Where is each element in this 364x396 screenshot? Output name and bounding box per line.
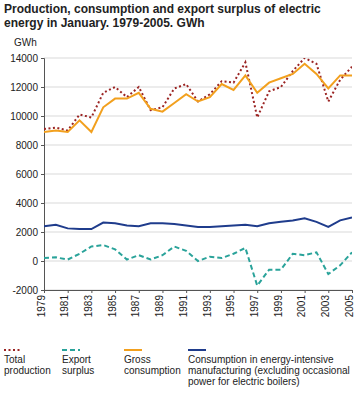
tick xyxy=(305,290,306,293)
axis-line xyxy=(45,291,353,294)
legend-label: Exportsurplus xyxy=(62,354,94,376)
tick-label: 2000 xyxy=(16,227,39,238)
text-line: energy in January. 1979-2005. GWh xyxy=(4,16,205,30)
legend-label: Consumption in energy-intensivemanufactu… xyxy=(188,354,350,387)
tick-label: 2003 xyxy=(320,295,331,318)
tick xyxy=(162,290,163,293)
series-line xyxy=(44,218,352,230)
grid-line xyxy=(44,232,352,233)
tick-label: 1985 xyxy=(107,295,118,318)
tick-label: 1991 xyxy=(178,295,189,318)
legend-swatch xyxy=(124,349,142,351)
tick xyxy=(234,290,235,293)
tick xyxy=(41,232,44,233)
legend-item: Exportsurplus xyxy=(62,350,94,376)
text-line: Total xyxy=(4,354,25,365)
text-line: surplus xyxy=(62,365,94,376)
grid-line xyxy=(44,58,352,59)
legend-label: Totalproduction xyxy=(4,354,51,376)
tick xyxy=(91,290,92,293)
tick-label: 1987 xyxy=(130,295,141,318)
grid xyxy=(44,58,352,290)
tick xyxy=(68,290,69,293)
tick xyxy=(41,116,44,117)
tick xyxy=(210,290,211,293)
text-line: Consumption in energy-intensive xyxy=(188,354,334,365)
tick xyxy=(115,290,116,293)
axis-line xyxy=(41,59,45,291)
tick-label: -2000 xyxy=(12,285,38,296)
tick xyxy=(41,174,44,175)
legend-item: Totalproduction xyxy=(4,350,51,376)
series-lines xyxy=(44,58,352,286)
plot: -2000 0 2000 4000 6000 8000 10000 12000 14000 197… xyxy=(10,53,355,318)
tick-label: 4000 xyxy=(16,198,39,209)
y-axis: -2000 0 2000 4000 6000 8000 10000 12000 14000 xyxy=(10,53,44,296)
tick-label: 1993 xyxy=(202,295,213,318)
grid-line xyxy=(44,145,352,146)
tick-label: 1981 xyxy=(59,295,70,318)
tick-label: 2001 xyxy=(296,295,307,318)
series-line xyxy=(44,64,352,132)
legend-item: Grossconsumption xyxy=(124,350,181,376)
tick-label: 10000 xyxy=(10,111,38,122)
tick xyxy=(41,87,44,88)
y-axis-title: GWh xyxy=(14,37,37,48)
tick xyxy=(41,145,44,146)
text-line: manufacturing (excluding occasional xyxy=(188,365,350,376)
tick-label: 12000 xyxy=(10,82,38,93)
tick xyxy=(281,290,282,293)
tick xyxy=(41,261,44,262)
series-line xyxy=(44,245,352,286)
tick-label: 1989 xyxy=(154,295,165,318)
legend-label: Grossconsumption xyxy=(124,354,181,376)
tick-label: 1995 xyxy=(225,295,236,318)
text-line: consumption xyxy=(124,365,181,376)
tick-label: 0 xyxy=(32,256,38,267)
tick-label: 8000 xyxy=(16,140,39,151)
legend-swatch xyxy=(62,349,80,351)
grid-line xyxy=(44,203,352,204)
legend-swatch xyxy=(188,349,206,351)
tick-label: 1999 xyxy=(273,295,284,318)
legend-item: Consumption in energy-intensivemanufactu… xyxy=(188,350,350,387)
tick xyxy=(44,290,45,293)
chart: Production, consumption and export surpl… xyxy=(0,0,364,396)
legend: Totalproduction Exportsurplus Grossconsump… xyxy=(4,350,350,387)
tick xyxy=(41,58,44,59)
grid-line xyxy=(44,87,352,88)
tick-label: 2005 xyxy=(344,295,355,318)
tick-label: 14000 xyxy=(10,53,38,64)
text-line: Export xyxy=(62,354,91,365)
text-line: production xyxy=(4,365,51,376)
text-line: Production, consumption and export surpl… xyxy=(4,2,321,16)
tick-label: 1979 xyxy=(36,295,47,318)
series-line xyxy=(44,58,352,131)
tick xyxy=(257,290,258,293)
tick-label: 1983 xyxy=(83,295,94,318)
tick-label: 6000 xyxy=(16,169,39,180)
grid-line xyxy=(44,174,352,175)
tick xyxy=(41,290,44,291)
legend-swatch xyxy=(4,349,22,351)
tick xyxy=(328,290,329,293)
x-axis: 1979 1981 1983 1985 1987 1989 1991 1993 1995 1997… xyxy=(36,290,355,317)
tick xyxy=(352,290,353,293)
tick xyxy=(139,290,140,293)
tick xyxy=(41,203,44,204)
text-line: Gross xyxy=(124,354,151,365)
text-line: power for electric boilers) xyxy=(188,376,300,387)
tick-label: 1997 xyxy=(249,295,260,318)
title: Production, consumption and export surpl… xyxy=(4,2,321,30)
tick xyxy=(186,290,187,293)
